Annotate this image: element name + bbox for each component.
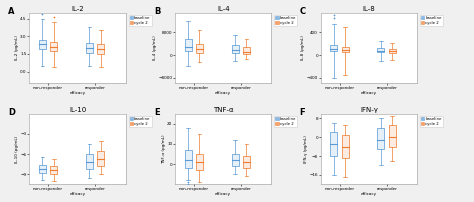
Title: IL-8: IL-8 xyxy=(363,6,375,12)
Bar xyxy=(50,166,57,174)
Bar xyxy=(185,39,191,51)
X-axis label: efficacy: efficacy xyxy=(215,193,231,196)
Bar xyxy=(185,150,191,168)
Title: TNF-α: TNF-α xyxy=(213,107,234,113)
Bar xyxy=(232,154,239,166)
Bar xyxy=(185,150,191,168)
Bar xyxy=(97,151,104,166)
Bar xyxy=(389,49,396,53)
Bar xyxy=(389,49,396,53)
Legend: baseline, cycle 2: baseline, cycle 2 xyxy=(420,15,443,26)
Bar xyxy=(86,43,93,53)
Bar xyxy=(50,42,57,52)
Legend: baseline, cycle 2: baseline, cycle 2 xyxy=(420,116,443,127)
Bar xyxy=(330,133,337,156)
Bar xyxy=(243,156,250,168)
Legend: baseline, cycle 2: baseline, cycle 2 xyxy=(128,116,152,127)
Bar xyxy=(97,44,104,54)
Bar xyxy=(243,47,250,54)
Text: D: D xyxy=(8,108,15,117)
Bar xyxy=(330,45,337,50)
Bar xyxy=(86,43,93,53)
X-axis label: efficacy: efficacy xyxy=(70,193,86,196)
Bar xyxy=(377,128,384,149)
Bar xyxy=(342,135,349,158)
Text: E: E xyxy=(154,108,159,117)
Y-axis label: IL-10 (pg/mL): IL-10 (pg/mL) xyxy=(15,135,19,163)
X-axis label: efficacy: efficacy xyxy=(361,92,377,95)
Bar xyxy=(377,128,384,149)
Bar xyxy=(243,47,250,54)
Bar xyxy=(330,133,337,156)
Bar xyxy=(232,154,239,166)
Title: IFN-γ: IFN-γ xyxy=(360,107,378,113)
Bar xyxy=(330,45,337,50)
Text: F: F xyxy=(300,108,305,117)
Bar xyxy=(39,165,46,173)
Y-axis label: IL-2 (pg/mL): IL-2 (pg/mL) xyxy=(15,36,18,60)
Bar xyxy=(232,45,239,53)
Bar xyxy=(196,154,203,170)
Bar xyxy=(342,135,349,158)
Bar xyxy=(185,39,191,51)
Title: IL-4: IL-4 xyxy=(217,6,229,12)
Y-axis label: IL-4 (pg/mL): IL-4 (pg/mL) xyxy=(153,36,157,60)
Bar xyxy=(196,44,203,53)
Bar xyxy=(389,125,396,147)
Bar xyxy=(39,165,46,173)
Bar xyxy=(86,154,93,169)
X-axis label: efficacy: efficacy xyxy=(70,92,86,95)
Title: IL-10: IL-10 xyxy=(69,107,86,113)
Bar xyxy=(342,46,349,52)
Title: IL-2: IL-2 xyxy=(71,6,84,12)
Bar xyxy=(243,156,250,168)
Text: B: B xyxy=(154,7,160,16)
Y-axis label: IL-8 (pg/mL): IL-8 (pg/mL) xyxy=(301,36,305,60)
Bar xyxy=(97,151,104,166)
Legend: baseline, cycle 2: baseline, cycle 2 xyxy=(274,116,297,127)
X-axis label: efficacy: efficacy xyxy=(361,193,377,196)
Bar xyxy=(196,44,203,53)
Bar xyxy=(377,48,384,52)
Bar xyxy=(39,40,46,49)
Bar xyxy=(196,154,203,170)
Bar xyxy=(39,40,46,49)
Bar xyxy=(97,44,104,54)
Bar xyxy=(232,45,239,53)
Bar xyxy=(50,42,57,52)
Y-axis label: IFN-γ (pg/mL): IFN-γ (pg/mL) xyxy=(304,135,308,163)
Legend: baseline, cycle 2: baseline, cycle 2 xyxy=(128,15,152,26)
Bar xyxy=(342,46,349,52)
Text: A: A xyxy=(8,7,15,16)
Bar xyxy=(389,125,396,147)
Bar xyxy=(377,48,384,52)
Y-axis label: TNF-α (pg/mL): TNF-α (pg/mL) xyxy=(162,134,165,164)
Bar xyxy=(50,166,57,174)
X-axis label: efficacy: efficacy xyxy=(215,92,231,95)
Legend: baseline, cycle 2: baseline, cycle 2 xyxy=(274,15,297,26)
Text: C: C xyxy=(300,7,306,16)
Bar xyxy=(86,154,93,169)
